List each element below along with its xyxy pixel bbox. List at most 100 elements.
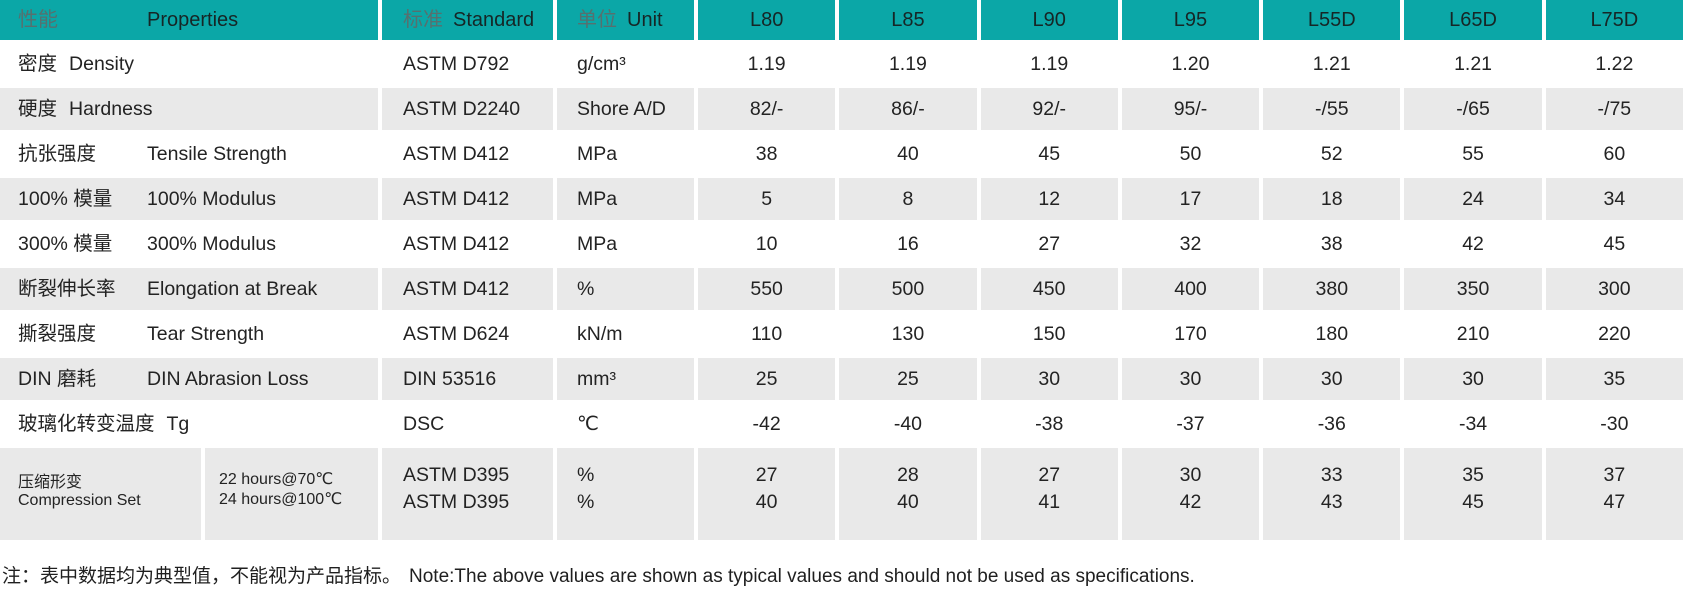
property-en: Tensile Strength: [147, 143, 287, 165]
value-cell: 450: [980, 268, 1118, 310]
value-cell: 33 43: [1263, 448, 1401, 540]
property-en: 100% Modulus: [147, 188, 276, 210]
value-cell: 30 42: [1121, 448, 1260, 540]
value-cell: 38: [1320, 233, 1343, 255]
value-line-2: 43: [1320, 491, 1343, 513]
value-cell: 1.19: [1030, 53, 1069, 75]
value-cell: 52: [1320, 143, 1343, 165]
property-cell: 硬度 Hardness: [0, 88, 378, 130]
unit-cell: mm³: [557, 358, 694, 400]
value-cell: 380: [1263, 268, 1401, 310]
value-cell: 34: [1545, 178, 1683, 220]
value-cell: 1.21: [1454, 53, 1493, 75]
property-zh: DIN 磨耗: [18, 368, 97, 390]
standard-cell: ASTM D412: [382, 268, 553, 310]
value-line-1: 33: [1320, 464, 1343, 486]
header-cell-unit: 单位 Unit: [557, 0, 694, 40]
value-cell: -/55: [1263, 88, 1401, 130]
value-line-1: 28: [897, 464, 919, 486]
footnote: 注：表中数据均为典型值，不能视为产品指标。 Note:The above valu…: [0, 564, 1683, 590]
value-cell: 550: [698, 268, 836, 310]
header-properties-zh: 性能: [18, 9, 58, 31]
value-cell: 45: [1038, 143, 1061, 165]
unit-cell: %: [557, 268, 694, 310]
value-line-2: 47: [1603, 491, 1626, 513]
property-cell-split: 压缩形变 Compression Set 22 hours@70℃ 24 hou…: [0, 448, 378, 540]
standard-cell: DSC: [403, 413, 445, 435]
unit-cell: % %: [557, 448, 694, 540]
value-cell: 5: [698, 178, 836, 220]
value-line-1: 30: [1179, 464, 1202, 486]
property-zh: 抗张强度: [18, 143, 97, 165]
unit-cell: MPa: [557, 178, 694, 220]
header-cell-grade-l90: L90: [980, 0, 1118, 40]
value-cell: 170: [1174, 323, 1207, 345]
property-en: Hardness: [69, 98, 153, 120]
value-cell: 1.22: [1595, 53, 1634, 75]
property-cell: 玻璃化转变温度 Tg: [0, 403, 378, 445]
value-cell: -40: [893, 413, 923, 435]
standard-cell: DIN 53516: [382, 358, 553, 400]
value-cell: 150: [1032, 323, 1066, 345]
unit-cell: MPa: [577, 143, 618, 165]
value-cell: -42: [752, 413, 781, 435]
table-header-row: 性能 Properties 标准 Standard 单位 Unit L80 L85 L…: [0, 0, 1683, 40]
property-en: Compression Set: [18, 492, 141, 509]
value-cell: 110: [751, 323, 783, 345]
standard-line-2: ASTM D395: [403, 491, 510, 513]
standard-line-1: ASTM D395: [403, 464, 510, 486]
property-en: 300% Modulus: [147, 233, 276, 255]
value-cell: 1.19: [888, 53, 927, 75]
standard-cell: ASTM D412: [382, 178, 553, 220]
unit-cell: MPa: [577, 233, 618, 255]
value-cell: 60: [1603, 143, 1626, 165]
standard-cell: ASTM D624: [403, 323, 510, 345]
property-cell: 抗张强度 Tensile Strength: [0, 133, 378, 175]
value-cell: 180: [1315, 323, 1349, 345]
value-line-1: 37: [1603, 464, 1626, 486]
value-cell: 210: [1456, 323, 1490, 345]
value-cell: 27: [1038, 233, 1061, 255]
row-hardness: 硬度 Hardness ASTM D2240 Shore A/D 82/- 86/…: [0, 88, 1683, 130]
row-din-abrasion: DIN 磨耗 DIN Abrasion Loss DIN 53516 mm³ 25…: [0, 358, 1683, 400]
value-cell: 24: [1404, 178, 1542, 220]
standard-cell: ASTM D395 ASTM D395: [382, 448, 553, 540]
property-cell: 密度 Density: [0, 43, 378, 85]
row-elongation: 断裂伸长率 Elongation at Break ASTM D412 % 550…: [0, 268, 1683, 310]
value-cell: 82/-: [698, 88, 836, 130]
value-cell: 55: [1462, 143, 1484, 165]
value-cell: 40: [897, 143, 919, 165]
value-line-2: 40: [755, 491, 778, 513]
property-en: Elongation at Break: [147, 278, 318, 300]
value-cell: 300: [1545, 268, 1683, 310]
header-cell-standard: 标准 Standard: [382, 0, 553, 40]
header-cell-properties: 性能 Properties: [0, 0, 378, 40]
value-cell: 400: [1121, 268, 1260, 310]
row-tear-strength: 撕裂强度 Tear Strength ASTM D624 kN/m 110 130…: [0, 313, 1683, 355]
unit-line-1: %: [577, 464, 595, 486]
footnote-en: Note:The above values are shown as typic…: [409, 566, 1195, 587]
value-cell: 35: [1545, 358, 1683, 400]
property-en: Tear Strength: [147, 323, 265, 345]
value-cell: 25: [698, 358, 836, 400]
property-en: DIN Abrasion Loss: [147, 368, 309, 390]
value-cell: 1.20: [1171, 53, 1210, 75]
row-100-modulus: 100% 模量 100% Modulus ASTM D412 MPa 5 8 12…: [0, 178, 1683, 220]
property-en: Tg: [166, 413, 190, 435]
value-cell: 18: [1263, 178, 1401, 220]
unit-cell: ℃: [577, 413, 599, 435]
property-en: Density: [69, 53, 135, 75]
value-cell: -36: [1317, 413, 1346, 435]
row-300-modulus: 300% 模量 300% Modulus ASTM D412 MPa 10 16 …: [0, 223, 1683, 265]
row-tg: 玻璃化转变温度 Tg DSC ℃ -42 -40 -38 -37 -36 -34 …: [0, 403, 1683, 445]
property-zh: 硬度: [18, 98, 58, 120]
value-line-1: 27: [755, 464, 778, 486]
value-cell: -38: [1035, 413, 1064, 435]
value-line-2: 40: [897, 491, 919, 513]
value-line-1: 27: [1038, 464, 1061, 486]
property-cell: DIN 磨耗 DIN Abrasion Loss: [0, 358, 378, 400]
value-cell: 350: [1404, 268, 1542, 310]
value-line-2: 42: [1179, 491, 1202, 513]
standard-cell: ASTM D2240: [382, 88, 553, 130]
